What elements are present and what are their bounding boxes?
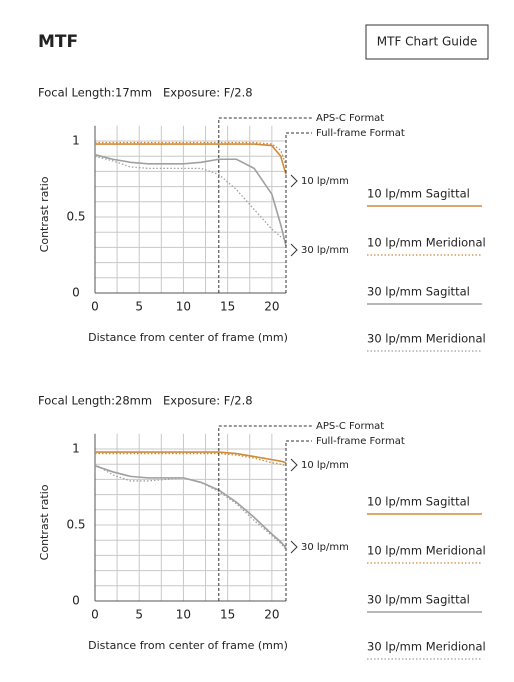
format-marker bbox=[218, 425, 312, 601]
annotation-bracket bbox=[290, 243, 298, 257]
annotation: APS-C Format bbox=[316, 113, 384, 124]
button-frame[interactable] bbox=[365, 24, 489, 60]
y-tick-label: 0.5 bbox=[66, 210, 85, 224]
annotation: Full-frame Format bbox=[316, 436, 405, 447]
subtitle: Exposure: F/2.8 bbox=[163, 86, 253, 100]
legend-label: 10 lp/mm Sagittal bbox=[367, 495, 470, 509]
series-line bbox=[95, 143, 287, 175]
format-marker bbox=[218, 117, 312, 293]
legend-label: 30 lp/mm Sagittal bbox=[367, 593, 470, 607]
series-line bbox=[94, 463, 287, 550]
legend-label: 10 lp/mm Meridional bbox=[367, 544, 486, 558]
y-tick-label: 0 bbox=[72, 594, 80, 608]
annotation: APS-C Format bbox=[316, 421, 384, 432]
x-tick-label: 5 bbox=[135, 608, 143, 622]
annotation: 30 lp/mm bbox=[301, 245, 349, 256]
subtitle: Focal Length:28mm bbox=[38, 394, 152, 408]
legend-label: 10 lp/mm Sagittal bbox=[367, 187, 470, 201]
x-tick-label: 20 bbox=[264, 300, 279, 314]
y-tick-label: 0.5 bbox=[66, 518, 85, 532]
x-axis-label: Distance from center of frame (mm) bbox=[88, 639, 288, 652]
format-marker bbox=[285, 132, 312, 293]
series-line bbox=[95, 451, 287, 464]
annotation-bracket bbox=[290, 458, 298, 472]
y-axis-label: Contrast ratio bbox=[38, 484, 51, 560]
x-axis-label: Distance from center of frame (mm) bbox=[88, 331, 288, 344]
annotation: Full-frame Format bbox=[316, 128, 405, 139]
series-line bbox=[95, 452, 287, 467]
annotation: 30 lp/mm bbox=[301, 542, 349, 553]
annotation: 10 lp/mm bbox=[301, 460, 349, 471]
subtitle: Focal Length:17mm bbox=[38, 86, 152, 100]
legend-label: 30 lp/mm Sagittal bbox=[367, 285, 470, 299]
series-line bbox=[95, 141, 287, 166]
x-tick-label: 5 bbox=[135, 300, 143, 314]
subtitle: Exposure: F/2.8 bbox=[163, 394, 253, 408]
button-label[interactable]: MTF Chart Guide bbox=[377, 35, 477, 49]
x-tick-label: 0 bbox=[91, 300, 99, 314]
x-tick-label: 20 bbox=[264, 608, 279, 622]
x-tick-label: 15 bbox=[220, 300, 235, 314]
x-tick-label: 0 bbox=[91, 608, 99, 622]
x-tick-label: 10 bbox=[176, 300, 191, 314]
legend-label: 30 lp/mm Meridional bbox=[367, 640, 486, 654]
legend-label: 10 lp/mm Meridional bbox=[367, 236, 486, 250]
y-tick-label: 0 bbox=[72, 286, 80, 300]
annotation-bracket bbox=[290, 540, 298, 554]
annotation: 10 lp/mm bbox=[301, 176, 349, 187]
y-tick-label: 1 bbox=[72, 134, 80, 148]
series-line bbox=[94, 153, 287, 247]
y-tick-label: 1 bbox=[72, 442, 80, 456]
x-tick-label: 15 bbox=[220, 608, 235, 622]
legend-label: 30 lp/mm Meridional bbox=[367, 332, 486, 346]
guide-button[interactable]: MTF Chart Guide bbox=[365, 24, 489, 60]
series-line bbox=[94, 464, 287, 549]
annotation-bracket bbox=[290, 174, 298, 188]
y-axis-label: Contrast ratio bbox=[38, 176, 51, 252]
x-tick-label: 10 bbox=[176, 608, 191, 622]
format-marker bbox=[285, 440, 312, 601]
page-title: MTF bbox=[38, 32, 78, 52]
series-line bbox=[94, 155, 287, 241]
